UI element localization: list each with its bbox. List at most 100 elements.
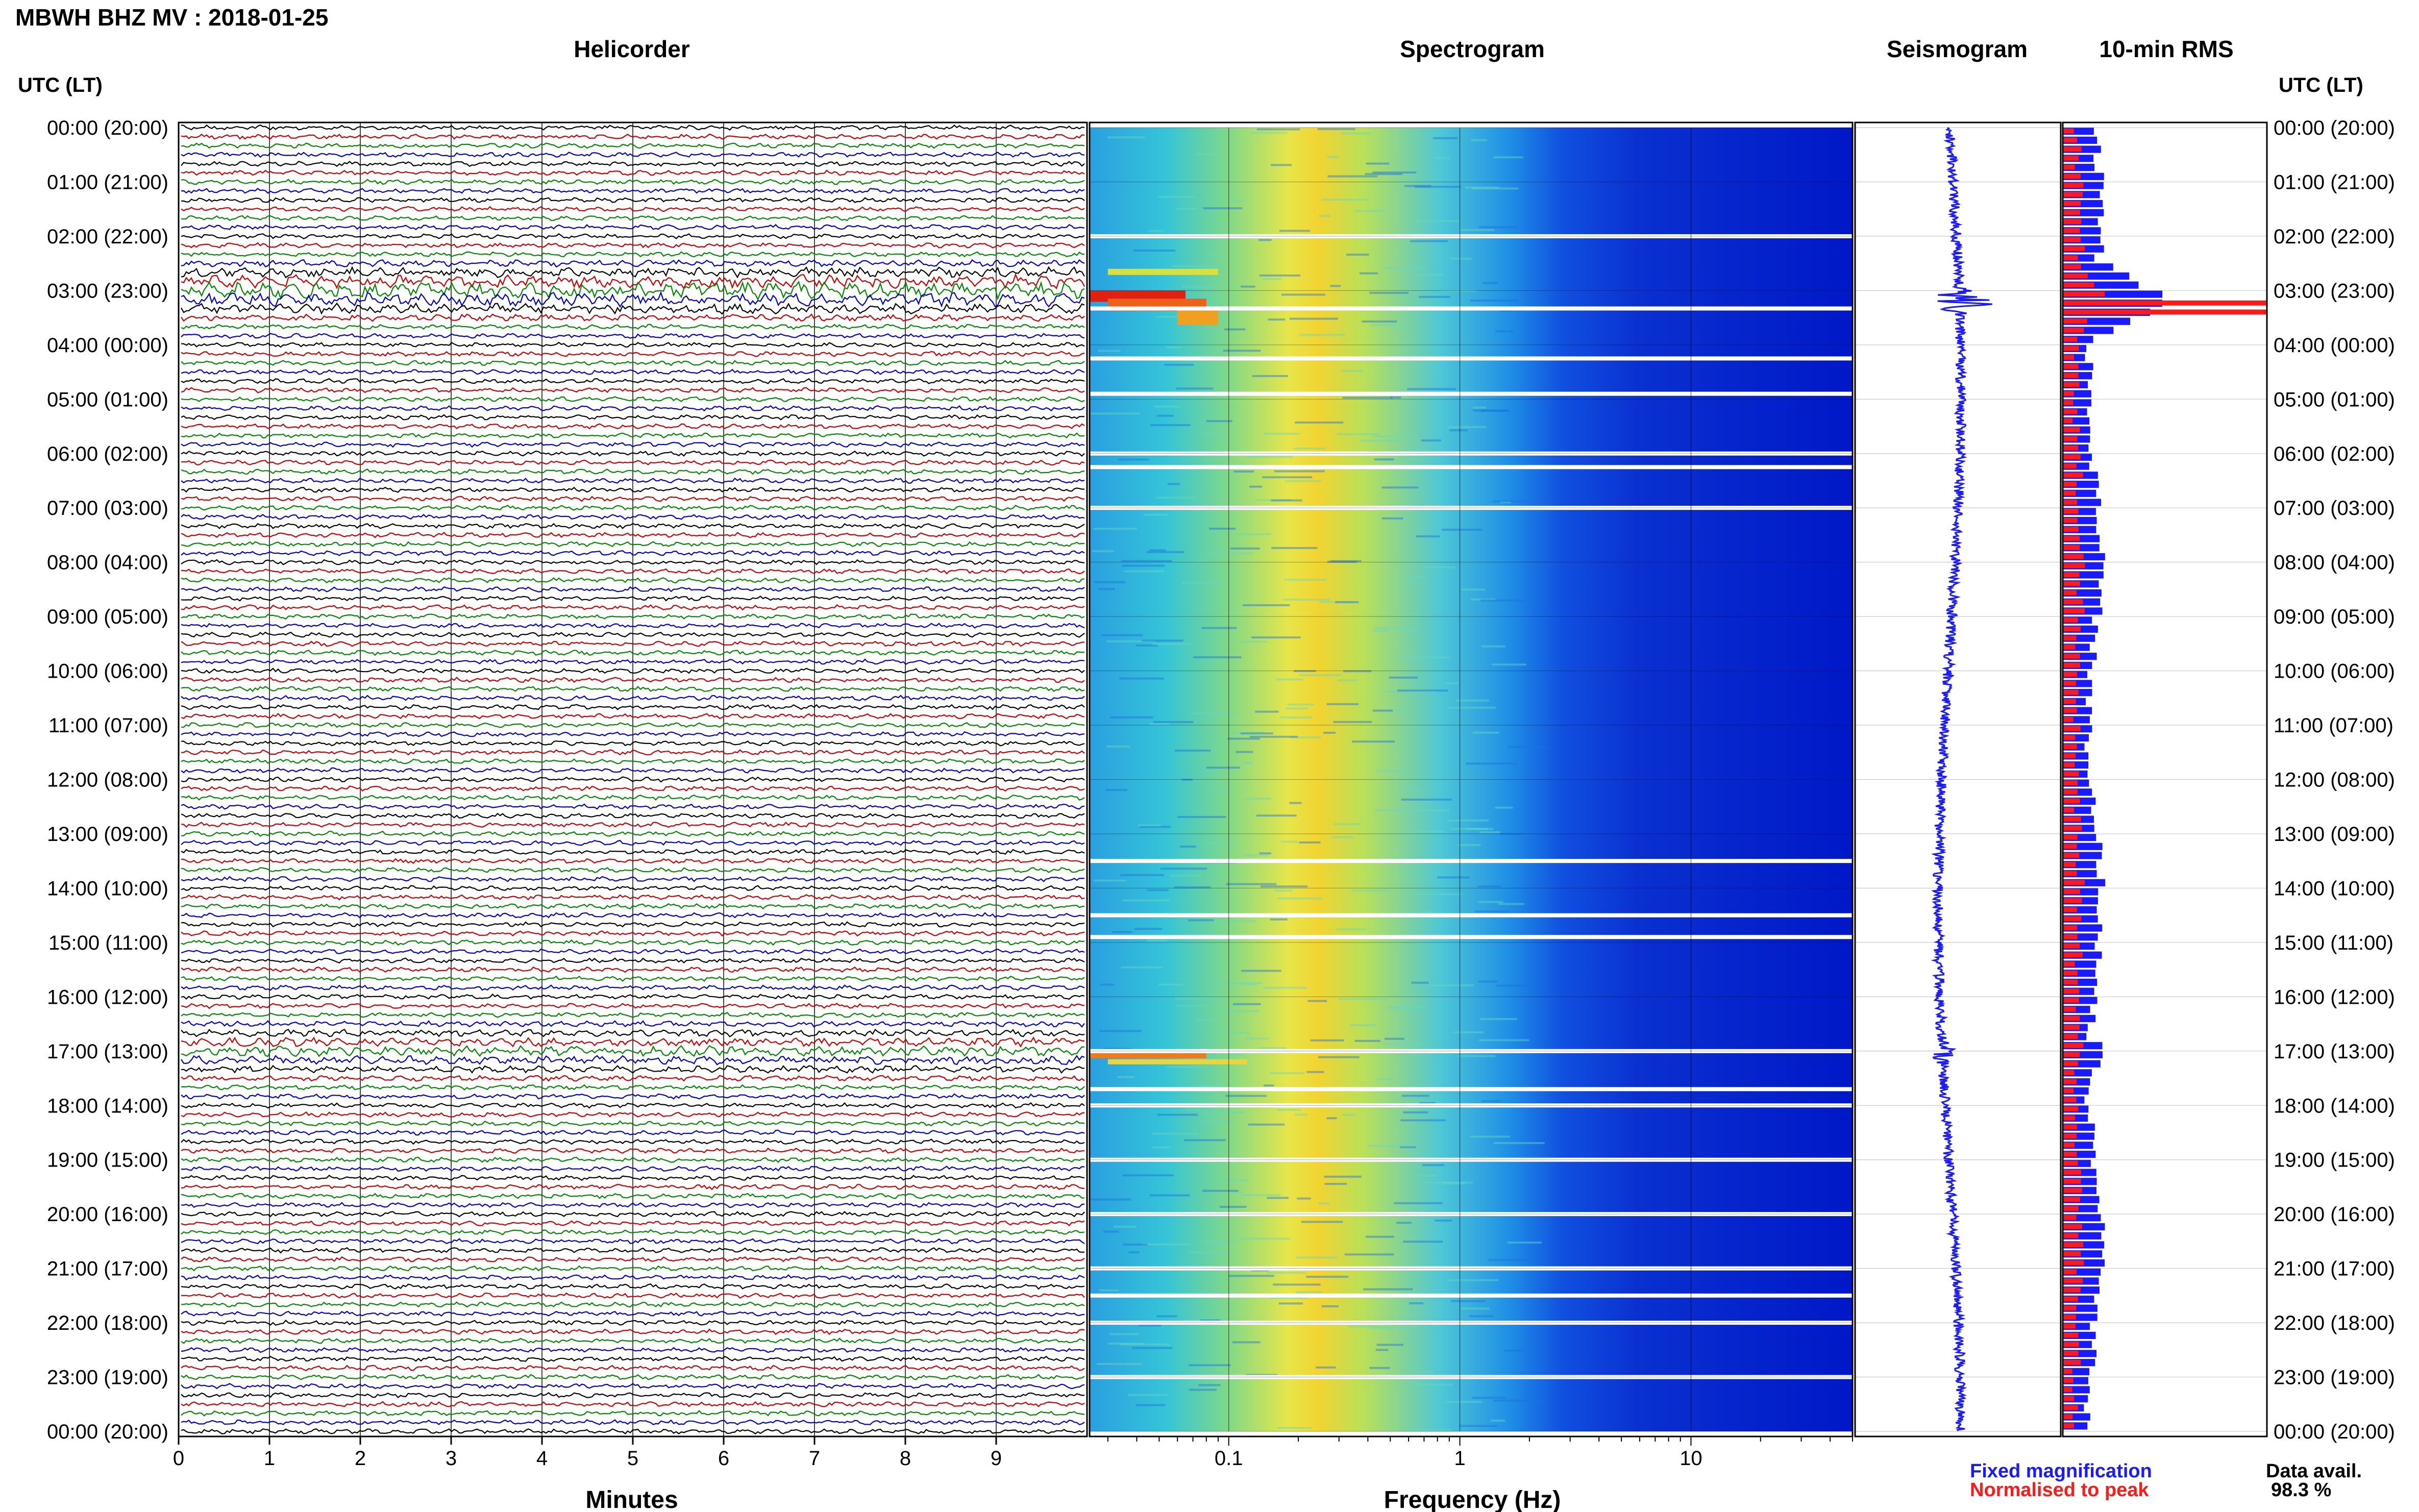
rms-bar-normalised bbox=[2063, 590, 2077, 596]
helicorder-trace bbox=[181, 1265, 1085, 1272]
spectrogram-texture bbox=[1437, 876, 1470, 879]
spectrogram-texture bbox=[1268, 318, 1286, 321]
time-label-left: 07:00 (03:00) bbox=[47, 497, 168, 519]
spectrogram-texture bbox=[1117, 1076, 1135, 1078]
helicorder-trace bbox=[181, 631, 1085, 638]
rms-bar-normalised bbox=[2063, 1052, 2080, 1057]
spectrogram-texture bbox=[1158, 983, 1184, 986]
rms-bar-normalised bbox=[2063, 653, 2080, 659]
spectrogram-texture bbox=[1289, 802, 1302, 804]
spectrogram-texture bbox=[1342, 396, 1393, 399]
spectrogram-texture bbox=[1474, 910, 1510, 913]
helicorder-trace bbox=[181, 1247, 1085, 1254]
spectrogram-texture bbox=[1164, 363, 1194, 366]
time-label-right: 01:00 (21:00) bbox=[2274, 171, 2395, 193]
spectrogram-texture bbox=[1507, 746, 1548, 748]
spectrogram-texture bbox=[1109, 1333, 1140, 1335]
rms-bar-normalised bbox=[2063, 255, 2078, 260]
rms-bar-normalised bbox=[2063, 608, 2085, 613]
spectrogram-texture bbox=[1209, 528, 1236, 530]
rms-bar-normalised bbox=[2063, 916, 2082, 922]
rms-bar-normalised bbox=[2063, 762, 2075, 767]
spectrogram-texture bbox=[1241, 1194, 1281, 1197]
helicorder-trace bbox=[181, 1383, 1085, 1390]
spectrogram-texture bbox=[1199, 1120, 1233, 1123]
spectrogram-texture bbox=[1206, 766, 1240, 769]
time-label-left: 17:00 (13:00) bbox=[47, 1040, 168, 1063]
rms-bar-normalised bbox=[2063, 146, 2082, 152]
spectrogram-texture bbox=[1461, 1307, 1490, 1310]
rms-bar-normalised bbox=[2063, 300, 2267, 306]
spectrogram-texture bbox=[1479, 226, 1519, 229]
spectrogram-texture bbox=[1219, 1206, 1247, 1208]
spectrogram-texture bbox=[1376, 770, 1409, 772]
time-label-left: 11:00 (07:00) bbox=[48, 714, 168, 737]
spectrogram-texture bbox=[1495, 330, 1514, 333]
time-label-left: 12:00 (08:00) bbox=[47, 769, 168, 791]
spectrogram-gap bbox=[1090, 1049, 1853, 1053]
spectrogram-texture bbox=[1480, 410, 1510, 412]
helicorder-trace bbox=[181, 124, 1085, 131]
spectrogram-texture bbox=[1188, 1251, 1230, 1254]
spectrogram-texture bbox=[1154, 405, 1179, 408]
spectrogram-texture bbox=[1386, 1006, 1416, 1009]
rms-bar-normalised bbox=[2063, 717, 2074, 722]
rms-bar-normalised bbox=[2063, 1097, 2077, 1103]
rms-bar-normalised bbox=[2063, 581, 2080, 586]
rms-bar-normalised bbox=[2063, 309, 2267, 315]
helicorder-trace bbox=[181, 1111, 1085, 1118]
rms-bar-normalised bbox=[2063, 1133, 2077, 1139]
spectrogram-texture bbox=[1278, 1302, 1303, 1305]
spectrogram-texture bbox=[1240, 983, 1257, 985]
rms-bar-normalised bbox=[2063, 825, 2082, 831]
helicorder-trace bbox=[181, 1365, 1085, 1371]
helicorder-trace bbox=[181, 1211, 1085, 1218]
helicorder-trace bbox=[181, 215, 1085, 221]
spectrogram-texture bbox=[1343, 670, 1372, 673]
spectrogram-texture bbox=[1492, 500, 1539, 503]
spectrogram-texture bbox=[1248, 1123, 1285, 1126]
time-label-right: 15:00 (11:00) bbox=[2274, 932, 2393, 954]
spectrogram-texture bbox=[1295, 1113, 1308, 1116]
spectrogram-texture bbox=[1244, 854, 1269, 857]
spectrogram-texture bbox=[1196, 559, 1207, 562]
helicorder-trace bbox=[181, 1256, 1085, 1262]
spectrogram-title: Spectrogram bbox=[1400, 36, 1545, 62]
spectrogram-texture bbox=[1175, 997, 1222, 1000]
time-label-left: 05:00 (01:00) bbox=[47, 388, 168, 411]
spectrogram-texture bbox=[1365, 1235, 1394, 1238]
spectrogram-texture bbox=[1191, 712, 1237, 715]
helicorder-trace bbox=[181, 1328, 1085, 1335]
time-label-left: 00:00 (20:00) bbox=[47, 1421, 168, 1443]
spectrogram-texture bbox=[1495, 984, 1528, 987]
spectrogram-texture bbox=[1365, 173, 1402, 176]
time-label-right: 06:00 (02:00) bbox=[2274, 443, 2395, 465]
helicorder-trace bbox=[181, 713, 1085, 720]
time-label-right: 21:00 (17:00) bbox=[2274, 1258, 2395, 1280]
spectrogram-texture bbox=[1232, 1341, 1261, 1344]
spectrogram-texture bbox=[1306, 1071, 1324, 1073]
rms-bar-normalised bbox=[2063, 563, 2085, 568]
rms-bar-normalised bbox=[2063, 943, 2080, 949]
spectrogram-texture bbox=[1299, 334, 1346, 336]
spectrogram-texture bbox=[1478, 980, 1498, 983]
spectrogram-texture bbox=[1241, 970, 1281, 972]
spectrogram-texture bbox=[1147, 889, 1169, 891]
helicorder-trace bbox=[181, 740, 1085, 747]
spectrogram-texture bbox=[1223, 350, 1261, 352]
rms-bar-normalised bbox=[2063, 183, 2084, 188]
rms-bar-normalised bbox=[2063, 699, 2076, 704]
time-label-right: 13:00 (09:00) bbox=[2274, 823, 2395, 846]
spectrogram-texture bbox=[1448, 1279, 1499, 1281]
helicorder-trace bbox=[181, 505, 1085, 511]
spectrogram-texture bbox=[1442, 1182, 1465, 1185]
spectrogram-texture bbox=[1152, 643, 1192, 646]
spectrogram-texture bbox=[1121, 966, 1164, 969]
spectrogram-texture bbox=[1401, 656, 1450, 659]
spectrogram-gap bbox=[1090, 1375, 1853, 1379]
spectrogram-texture bbox=[1202, 431, 1223, 434]
spectrogram-texture bbox=[1447, 426, 1487, 428]
spectrogram-texture bbox=[1479, 1039, 1529, 1042]
helicorder-trace bbox=[181, 586, 1085, 592]
rms-bar-normalised bbox=[2063, 201, 2081, 206]
